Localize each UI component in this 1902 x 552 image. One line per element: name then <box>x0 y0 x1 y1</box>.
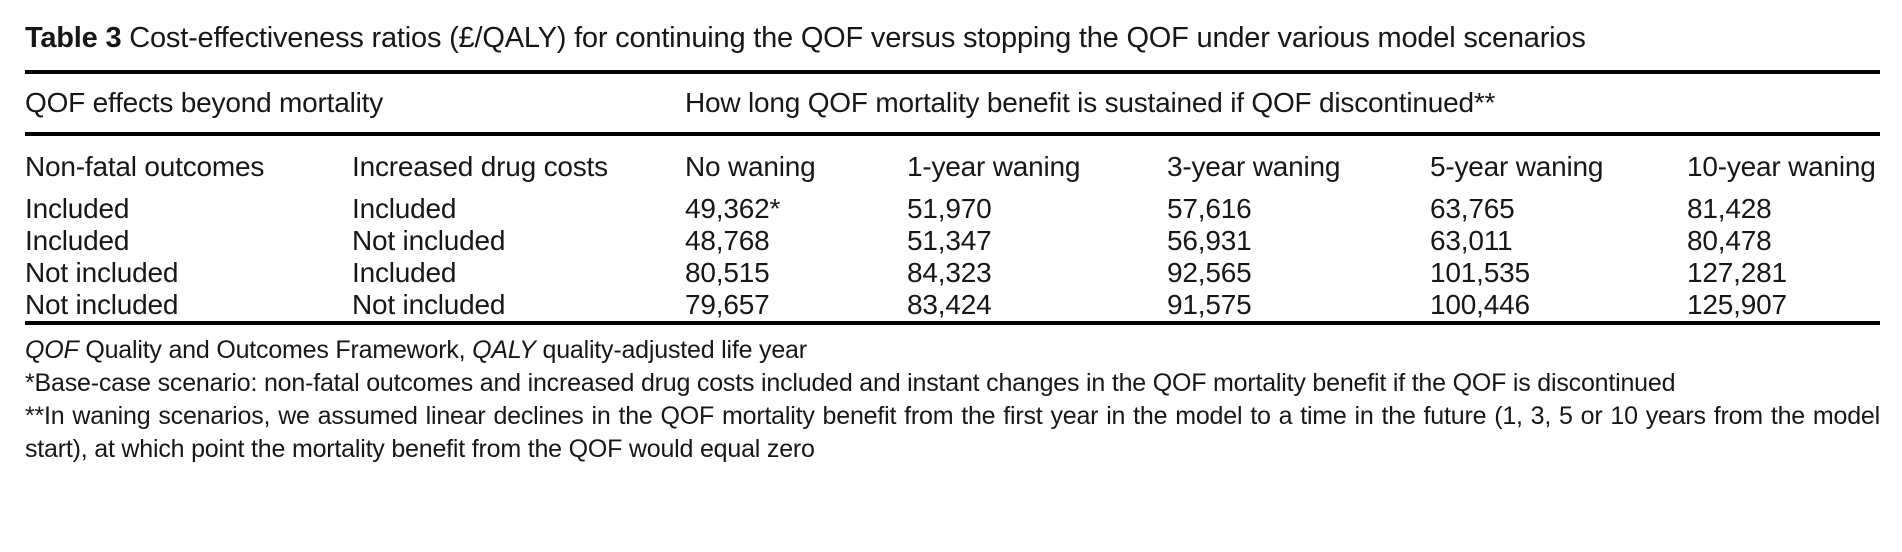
cell-non-fatal: Not included <box>25 289 352 325</box>
cell-3-year: 57,616 <box>1167 193 1252 224</box>
cell-no-waning: 48,768 <box>685 225 770 256</box>
cell-no-waning: 49,362* <box>685 193 781 224</box>
cell-3-year: 92,565 <box>1167 257 1252 288</box>
cell-10-year: 125,907 <box>1687 289 1881 325</box>
cell-drug-costs: Not included <box>352 225 506 256</box>
cell-5-year: 63,765 <box>1430 193 1515 224</box>
cell-10-year: 127,281 <box>1687 257 1787 288</box>
column-header-no-waning: No waning <box>685 151 816 182</box>
cell-10-year: 81,428 <box>1687 193 1772 224</box>
column-header-5-year-waning: 5-year waning <box>1430 151 1604 182</box>
cell-1-year: 51,970 <box>907 193 992 224</box>
cell-1-year: 51,347 <box>907 225 992 256</box>
cost-effectiveness-table: QOF effects beyond mortality How long QO… <box>25 70 1881 325</box>
cell-5-year: 63,011 <box>1430 225 1513 256</box>
cell-1-year: 83,424 <box>907 289 1167 325</box>
cell-no-waning: 80,515 <box>685 257 770 288</box>
abbrev-term-qaly: QALY <box>472 336 536 364</box>
cell-non-fatal: Not included <box>25 257 179 288</box>
table-row: Included Included 49,362* 51,970 57,616 … <box>25 193 1880 225</box>
cell-drug-costs: Not included <box>352 289 685 325</box>
table-row: Not included Not included 79,657 83,424 … <box>25 289 1881 325</box>
group-header-row: QOF effects beyond mortality How long QO… <box>25 72 1881 136</box>
table-title: Table 3 Cost-effectiveness ratios (£/QAL… <box>25 20 1880 56</box>
footnote-abbreviations: QOF Quality and Outcomes Framework, QALY… <box>25 334 1880 367</box>
column-header-non-fatal-outcomes: Non-fatal outcomes <box>25 151 265 182</box>
cell-3-year: 91,575 <box>1167 289 1430 325</box>
table-footnotes: QOF Quality and Outcomes Framework, QALY… <box>25 334 1880 466</box>
column-header-10-year-waning: 10-year waning <box>1687 151 1876 182</box>
cell-5-year: 101,535 <box>1430 257 1530 288</box>
cell-no-waning: 79,657 <box>685 289 907 325</box>
group-header-left: QOF effects beyond mortality <box>25 72 685 136</box>
abbrev-def-qaly: quality-adjusted life year <box>542 336 807 364</box>
column-header-1-year-waning: 1-year waning <box>907 151 1081 182</box>
group-header-right: How long QOF mortality benefit is sustai… <box>685 72 1881 136</box>
cell-5-year: 100,446 <box>1430 289 1687 325</box>
table-row: Not included Included 80,515 84,323 92,5… <box>25 257 1880 289</box>
abbrev-term-qof: QOF <box>25 336 79 364</box>
table-number: Table 3 <box>25 22 122 54</box>
column-header-3-year-waning: 3-year waning <box>1167 151 1341 182</box>
column-header-row: Non-fatal outcomes Increased drug costs … <box>25 134 1880 193</box>
cell-1-year: 84,323 <box>907 257 992 288</box>
cell-drug-costs: Included <box>352 257 457 288</box>
footnote-base-case: *Base-case scenario: non-fatal outcomes … <box>25 369 1676 397</box>
cell-3-year: 56,931 <box>1167 225 1252 256</box>
table-row: Included Not included 48,768 51,347 56,9… <box>25 225 1880 257</box>
cell-non-fatal: Included <box>25 193 130 224</box>
column-header-increased-drug-costs: Increased drug costs <box>352 151 608 182</box>
cell-non-fatal: Included <box>25 225 130 256</box>
footnote-waning: **In waning scenarios, we assumed linear… <box>25 402 1880 463</box>
abbrev-def-qof: Quality and Outcomes Framework, <box>85 336 466 364</box>
table-caption: Cost-effectiveness ratios (£/QALY) for c… <box>129 22 1586 54</box>
cell-10-year: 80,478 <box>1687 225 1772 256</box>
cell-drug-costs: Included <box>352 193 457 224</box>
